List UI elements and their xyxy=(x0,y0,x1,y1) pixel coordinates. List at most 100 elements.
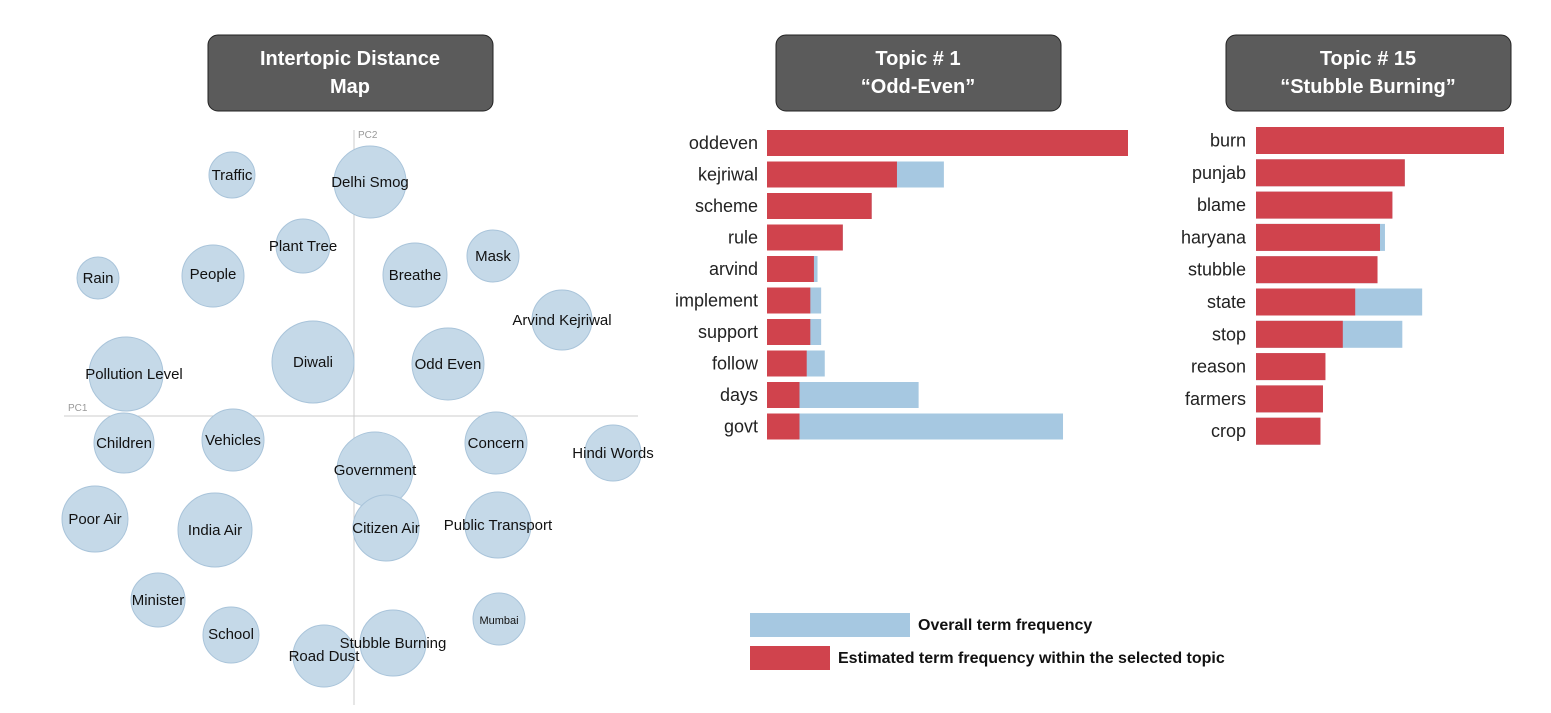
term-label: stubble xyxy=(1188,260,1246,280)
overall-frequency-bar xyxy=(767,413,1064,440)
topic-bubble[interactable] xyxy=(464,411,528,475)
legend: Overall term frequency Estimated term fr… xyxy=(750,613,1225,670)
legend-topic-swatch xyxy=(750,646,830,670)
term-label: haryana xyxy=(1181,227,1247,247)
topic-bubble[interactable] xyxy=(202,606,260,664)
topic15-header-line1: Topic # 15 xyxy=(1320,48,1416,70)
topic-frequency-bar xyxy=(1256,127,1504,154)
topic-frequency-bar xyxy=(767,319,811,345)
topic-frequency-bar xyxy=(1256,256,1378,284)
topic-frequency-bar xyxy=(1256,191,1393,219)
topic-bubble-label: Hindi Words xyxy=(572,445,653,462)
topic15-bar-chart: burn punjab blame haryana stubble state stop re… xyxy=(1181,127,1504,445)
topic-frequency-bar xyxy=(767,224,843,251)
topic-bubble[interactable] xyxy=(466,229,520,283)
term-label: blame xyxy=(1197,195,1246,215)
term-label: follow xyxy=(712,354,759,374)
topic-bubbles: Traffic Delhi Smog Plant Tree Mask Rain Peopl… xyxy=(61,145,654,688)
topic-bubble-label: Government xyxy=(334,462,417,479)
term-label: burn xyxy=(1210,131,1246,151)
topic-bubble[interactable] xyxy=(177,492,253,568)
topic-bubble[interactable] xyxy=(201,408,265,472)
topic-frequency-bar xyxy=(1256,288,1356,316)
topic-frequency-bar xyxy=(767,130,1128,156)
topic-bubble-label: Children xyxy=(96,435,152,452)
topic-bubble-label: Plant Tree xyxy=(269,238,337,255)
topic-bubble[interactable] xyxy=(130,572,186,628)
topic1-bar-chart: oddeven kejriwal scheme rule arvind implement… xyxy=(675,130,1128,440)
topic-bubble-label: Poor Air xyxy=(68,511,121,528)
topic-frequency-bar xyxy=(1256,223,1380,251)
topic-bubble[interactable] xyxy=(208,151,256,199)
term-label: govt xyxy=(724,417,758,437)
topic-bubble-label: Vehicles xyxy=(205,432,261,449)
topic-frequency-bar xyxy=(767,413,800,440)
topic-frequency-bar xyxy=(767,382,800,408)
term-label: support xyxy=(698,322,758,342)
topic-bubble[interactable] xyxy=(359,609,427,677)
topic1-header: Topic # 1 “Odd-Even” xyxy=(775,34,1062,112)
topic-bubble-label: Arvind Kejriwal xyxy=(512,312,611,329)
term-label: farmers xyxy=(1185,389,1246,409)
pc2-axis-label: PC2 xyxy=(358,130,378,141)
topic-bubble[interactable] xyxy=(93,412,155,474)
topic-bubble[interactable] xyxy=(464,491,532,559)
term-label: rule xyxy=(728,228,758,248)
topic-bubble[interactable] xyxy=(382,242,448,308)
topic-bubble-label: Odd Even xyxy=(415,356,482,373)
topic-bubble-label: Concern xyxy=(468,435,525,452)
topic-bubble-label: Citizen Air xyxy=(352,520,420,537)
topic-bubble[interactable] xyxy=(584,424,642,482)
topic-bubble-label: Pollution Level xyxy=(85,366,183,383)
topic-frequency-bar xyxy=(767,193,872,219)
topic-bubble[interactable] xyxy=(275,218,331,274)
topic1-header-line2: “Odd-Even” xyxy=(861,76,975,98)
topic-frequency-bar xyxy=(767,256,814,282)
term-label: scheme xyxy=(695,196,758,216)
term-label: stop xyxy=(1212,324,1246,344)
topic-bubble[interactable] xyxy=(352,494,420,562)
topic-bubble[interactable] xyxy=(292,624,356,688)
topic-bubble[interactable] xyxy=(271,320,355,404)
legend-overall-swatch xyxy=(750,613,910,637)
term-label: days xyxy=(720,385,758,405)
topic-frequency-bar xyxy=(1256,353,1326,381)
topic-frequency-bar xyxy=(1256,385,1323,413)
legend-topic-label: Estimated term frequency within the sele… xyxy=(838,650,1225,667)
map-axes: PC2 PC1 xyxy=(64,130,638,705)
topic-bubble-label: People xyxy=(190,266,237,283)
topic15-header-line2: “Stubble Burning” xyxy=(1280,76,1456,98)
topic-bubble[interactable] xyxy=(88,336,164,412)
topic-frequency-bar xyxy=(1256,417,1321,445)
term-label: arvind xyxy=(709,259,758,279)
topic-bubble[interactable] xyxy=(531,289,593,351)
topic-bubble[interactable] xyxy=(411,327,485,401)
term-label: kejriwal xyxy=(698,165,758,185)
topic-bubble-label: Diwali xyxy=(293,354,333,371)
map-header-line1: Intertopic Distance xyxy=(260,48,440,70)
term-label: implement xyxy=(675,291,758,311)
term-label: punjab xyxy=(1192,163,1246,183)
topic-bubble-label: Traffic xyxy=(212,167,253,184)
topic-bubble-label: Public Transport xyxy=(444,517,553,534)
topic-bubble-label: India Air xyxy=(188,522,242,539)
topic-bubble-label: Breathe xyxy=(389,267,442,284)
topic-bubble-label: School xyxy=(208,626,254,643)
topic-bubble[interactable] xyxy=(333,145,407,219)
topic-frequency-bar xyxy=(767,287,811,314)
topic15-header: Topic # 15 “Stubble Burning” xyxy=(1225,34,1512,112)
map-header-line2: Map xyxy=(330,76,370,98)
topic-frequency-bar xyxy=(1256,159,1405,187)
term-label: oddeven xyxy=(689,133,758,153)
topic-bubble[interactable] xyxy=(181,244,245,308)
topic-frequency-bar xyxy=(767,350,807,377)
topic-bubble[interactable] xyxy=(76,256,120,300)
topic-bubble-label: Delhi Smog xyxy=(331,174,409,191)
term-label: state xyxy=(1207,292,1246,312)
topic-bubble-label: Mask xyxy=(475,248,511,265)
topic-bubble[interactable] xyxy=(61,485,129,553)
topic1-header-line1: Topic # 1 xyxy=(875,48,960,70)
topic-bubble[interactable] xyxy=(472,592,526,646)
term-label: crop xyxy=(1211,421,1246,441)
